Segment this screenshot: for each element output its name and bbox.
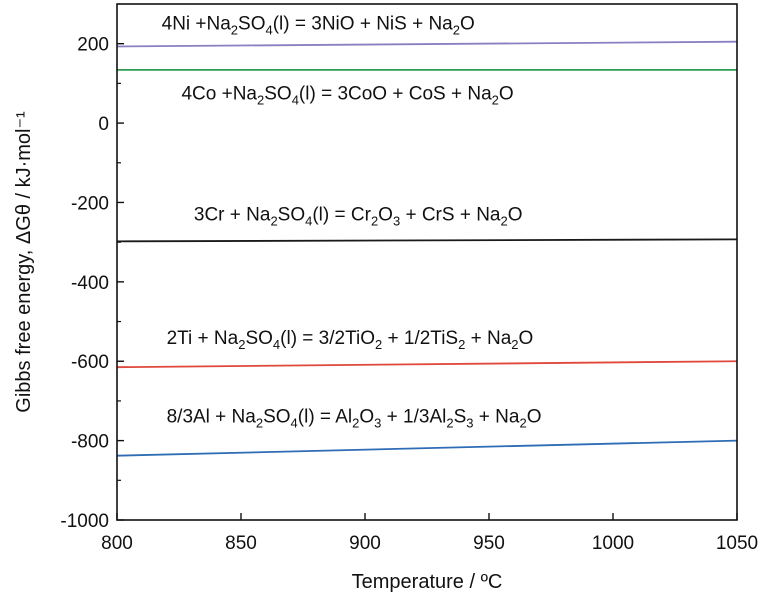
reaction-label-ni: 4Ni +Na2SO4(l) = 3NiO + NiS + Na2O: [162, 13, 475, 37]
label-text: O: [378, 205, 393, 226]
reaction-label-ti: 2Ti + Na2SO4(l) = 3/2TiO2 + 1/2TiS2 + Na…: [167, 328, 534, 352]
plot-frame: [116, 3, 738, 521]
y-tick-label: -200: [71, 193, 109, 214]
reaction-label-al: 8/3Al + Na2SO4(l) = Al2O3 + 1/3Al2S3 + N…: [167, 406, 542, 430]
x-tick-label: 850: [225, 533, 257, 554]
subscript: 2: [511, 337, 518, 352]
x-tick-label: 1000: [592, 533, 634, 554]
series-line-al: [116, 439, 738, 457]
label-text: O: [527, 406, 542, 427]
series-line-ti: [116, 360, 738, 369]
subscript: 3: [393, 214, 400, 229]
label-text: 3Cr + Na: [194, 205, 271, 226]
series-line-cr: [116, 238, 738, 243]
subscript: 4: [291, 415, 298, 430]
subscript: 2: [519, 415, 526, 430]
subscript: 2: [371, 214, 378, 229]
label-text: SO: [238, 13, 265, 34]
label-text: SO: [263, 406, 290, 427]
label-text: + Na: [465, 328, 511, 349]
label-text: (l) = 3NiO + NiS + Na: [273, 13, 453, 34]
y-tick-label: -400: [71, 273, 109, 294]
subscript: 3: [466, 415, 473, 430]
label-text: SO: [264, 83, 291, 104]
subscript: 4: [273, 337, 280, 352]
label-text: (l) = 3CoO + CoS + Na: [299, 83, 492, 104]
x-tick-label: 800: [101, 533, 133, 554]
label-text: + Na: [474, 406, 520, 427]
subscript: 4: [292, 92, 299, 107]
subscript: 2: [501, 214, 508, 229]
label-text: 4Co +Na: [181, 83, 257, 104]
subscript: 2: [238, 337, 245, 352]
label-text: + CrS + Na: [400, 205, 501, 226]
subscript: 2: [453, 22, 460, 37]
subscript: 2: [257, 92, 264, 107]
subscript: 3: [374, 415, 381, 430]
axis-ticks: 800 850 900 950 1000 1050 -1000 -800 -600 -400 -20…: [60, 35, 758, 554]
subscript: 2: [256, 415, 263, 430]
y-tick-label: -600: [71, 352, 109, 373]
x-tick-label: 1050: [716, 533, 758, 554]
subscript: 2: [492, 92, 499, 107]
label-text: S: [454, 406, 467, 427]
label-text: 4Ni +Na: [162, 13, 232, 34]
x-axis-title: Temperature / ºC: [352, 571, 503, 593]
subscript: 2: [446, 415, 453, 430]
label-text: + 1/2TiS: [382, 328, 458, 349]
subscript: 4: [305, 214, 312, 229]
y-tick-label: 0: [98, 114, 109, 135]
label-text: SO: [278, 205, 305, 226]
subscript: 2: [458, 337, 465, 352]
label-text: 2Ti + Na: [167, 328, 239, 349]
y-tick-label: -800: [71, 432, 109, 453]
subscript: 2: [231, 22, 238, 37]
series-line-ni: [116, 40, 738, 48]
label-text: (l) = Al: [298, 406, 352, 427]
y-tick-label: -1000: [60, 511, 109, 532]
label-text: O: [359, 406, 374, 427]
y-tick-label: 200: [77, 35, 109, 56]
y-axis-title: Gibbs free energy, ΔGθ / kJ·mol⁻¹: [13, 111, 35, 413]
subscript: 2: [270, 214, 277, 229]
label-text: + 1/3Al: [381, 406, 446, 427]
label-text: 8/3Al + Na: [167, 406, 257, 427]
label-text: O: [508, 205, 523, 226]
label-text: (l) = Cr: [312, 205, 371, 226]
reaction-label-cr: 3Cr + Na2SO4(l) = Cr2O3 + CrS + Na2O: [194, 205, 523, 229]
x-tick-label: 900: [349, 533, 381, 554]
label-text: O: [519, 328, 534, 349]
label-text: O: [499, 83, 514, 104]
x-tick-label: 950: [473, 533, 505, 554]
subscript: 4: [265, 22, 272, 37]
subscript: 2: [375, 337, 382, 352]
label-text: O: [460, 13, 475, 34]
label-text: (l) = 3/2TiO: [280, 328, 375, 349]
plot-lines: [116, 40, 738, 457]
subscript: 2: [352, 415, 359, 430]
label-text: SO: [245, 328, 272, 349]
reaction-label-co: 4Co +Na2SO4(l) = 3CoO + CoS + Na2O: [181, 83, 513, 107]
